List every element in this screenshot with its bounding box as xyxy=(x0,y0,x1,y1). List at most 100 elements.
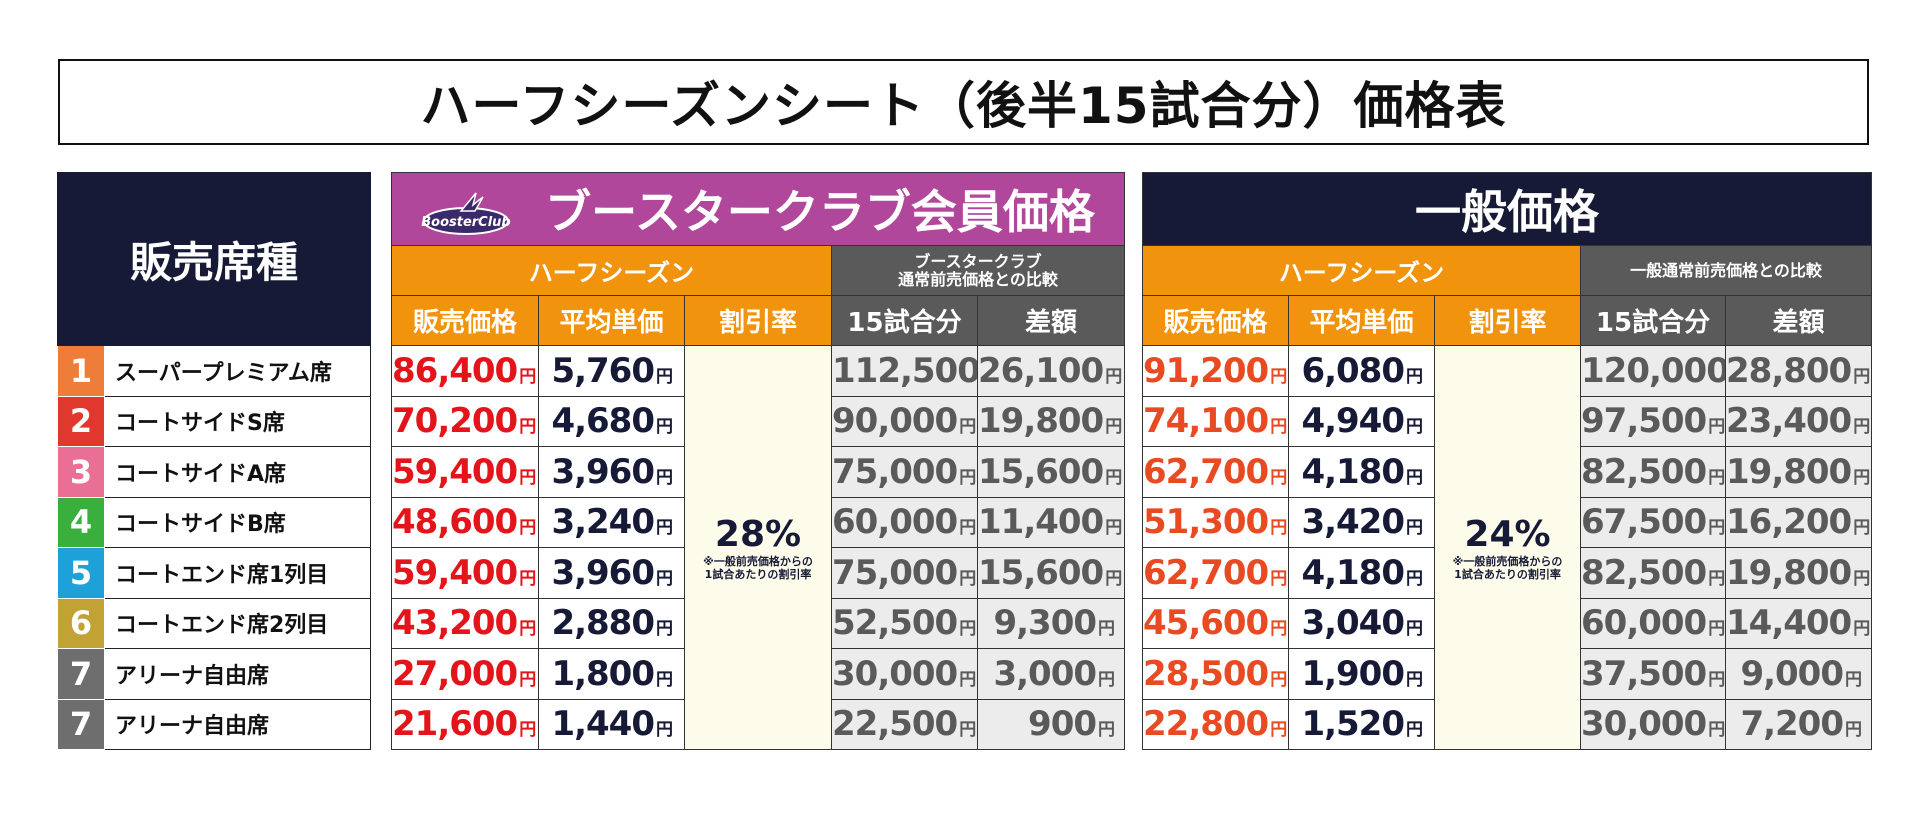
yen-unit: 円 xyxy=(1098,669,1115,690)
average-price-value: 4,180 xyxy=(1301,552,1405,593)
sale-price: 62,700 円 xyxy=(1142,547,1289,599)
price-difference: 15,600 円 xyxy=(976,446,1126,498)
yen-unit: 円 xyxy=(1270,518,1287,539)
fifteen-game-price: 60,000 円 xyxy=(1580,597,1726,649)
yen-unit: 円 xyxy=(656,417,673,438)
price-difference: 19,800 円 xyxy=(1725,446,1872,498)
fifteen-game-price: 30,000 円 xyxy=(1580,698,1726,750)
fifteen-game-price: 90,000 円 xyxy=(831,395,978,447)
sale-price-value: 86,400 xyxy=(392,350,519,391)
fifteen-game-price-value: 60,000 xyxy=(832,502,959,543)
price-difference-value: 19,800 xyxy=(1726,451,1853,492)
seat-row: 7 アリーナ自由席 xyxy=(57,698,372,750)
average-price-value: 1,520 xyxy=(1301,704,1405,745)
fifteen-game-price: 75,000 円 xyxy=(831,446,978,498)
sale-price-value: 48,600 xyxy=(392,502,519,543)
price-row: 91,200 円 6,080 円 24% ※一般前売価格からの 1試合あたりの割引率 120… xyxy=(1142,345,1872,750)
general-price-table: 一般価格 ハーフシーズン 一般通常前売価格との比較 販売価格 平均単価 割引率 … xyxy=(1142,172,1872,750)
average-price-value: 4,940 xyxy=(1301,401,1405,442)
yen-unit: 円 xyxy=(1270,720,1287,741)
yen-unit: 円 xyxy=(1270,619,1287,640)
average-price: 5,760 円 xyxy=(538,345,685,397)
price-row: 28,500 円 1,900 円 37,500 円 9,000 円 xyxy=(1142,648,1872,700)
page-title: ハーフシーズンシート（後半15試合分）価格表 xyxy=(420,77,1507,135)
price-difference-value: 7,200 xyxy=(1740,704,1844,745)
yen-unit: 円 xyxy=(1406,518,1423,539)
fifteen-game-price-value: 22,500 xyxy=(832,704,959,745)
average-price-value: 3,240 xyxy=(551,502,655,543)
price-difference-value: 3,000 xyxy=(993,653,1097,694)
price-difference: 7,200 円 xyxy=(1725,698,1872,750)
average-price: 3,960 円 xyxy=(538,446,685,498)
sale-price: 59,400 円 xyxy=(391,446,539,498)
yen-unit: 円 xyxy=(1845,669,1862,690)
yen-unit: 円 xyxy=(1270,366,1287,387)
seat-name: コートサイドS席 xyxy=(104,395,372,447)
average-price-value: 1,440 xyxy=(551,704,655,745)
yen-unit: 円 xyxy=(959,669,976,690)
average-price-value: 3,960 xyxy=(551,552,655,593)
average-price-value: 2,880 xyxy=(551,603,655,644)
yen-unit: 円 xyxy=(1708,467,1725,488)
fifteen-game-price-value: 67,500 xyxy=(1581,502,1708,543)
price-difference: 19,800 円 xyxy=(1725,547,1872,599)
price-difference: 15,600 円 xyxy=(976,547,1126,599)
price-difference-value: 26,100 xyxy=(978,350,1105,391)
yen-unit: 円 xyxy=(519,568,536,589)
sale-price-value: 59,400 xyxy=(392,451,519,492)
member-col-diff: 差額 xyxy=(976,295,1126,346)
price-difference-value: 19,800 xyxy=(1726,552,1853,593)
yen-unit: 円 xyxy=(519,619,536,640)
price-row: 62,700 円 4,180 円 82,500 円 19,800 円 xyxy=(1142,547,1872,599)
sale-price-value: 51,300 xyxy=(1143,502,1270,543)
average-price: 4,180 円 xyxy=(1288,446,1435,498)
yen-unit: 円 xyxy=(1845,720,1862,741)
yen-unit: 円 xyxy=(1406,568,1423,589)
seat-type-table: 販売席種 1 スーパープレミアム席 2 コートサイドS席 3 コートサイドA席 4 コートサイ… xyxy=(56,172,372,750)
seat-name: コートエンド席2列目 xyxy=(104,597,372,649)
sale-price-value: 45,600 xyxy=(1143,603,1270,644)
sale-price: 45,600 円 xyxy=(1142,597,1289,649)
seat-number-badge: 6 xyxy=(57,597,105,649)
seat-number-badge: 3 xyxy=(57,446,105,498)
sale-price-value: 43,200 xyxy=(392,603,519,644)
general-col-diff: 差額 xyxy=(1725,295,1872,346)
seat-row: 2 コートサイドS席 xyxy=(57,395,372,447)
sale-price-value: 70,200 xyxy=(392,401,519,442)
sale-price: 22,800 円 xyxy=(1142,698,1289,750)
average-price: 3,240 円 xyxy=(538,496,685,548)
discount-rate: 28% xyxy=(714,514,802,555)
fifteen-game-price: 82,500 円 xyxy=(1580,547,1726,599)
price-difference-value: 11,400 xyxy=(978,502,1105,543)
sale-price-value: 62,700 xyxy=(1143,552,1270,593)
price-row: 48,600 円 3,240 円 60,000 円 11,400 円 xyxy=(391,496,1126,548)
average-price-value: 4,680 xyxy=(551,401,655,442)
price-difference: 11,400 円 xyxy=(976,496,1126,548)
yen-unit: 円 xyxy=(656,467,673,488)
yen-unit: 円 xyxy=(959,619,976,640)
yen-unit: 円 xyxy=(1406,366,1423,387)
yen-unit: 円 xyxy=(1708,518,1725,539)
discount-note: ※一般前売価格からの 1試合あたりの割引率 xyxy=(1452,555,1563,581)
general-price-header: 一般価格 xyxy=(1142,172,1872,246)
fifteen-game-price-value: 52,500 xyxy=(832,603,959,644)
price-difference: 19,800 円 xyxy=(976,395,1126,447)
fifteen-game-price-value: 75,000 xyxy=(832,451,959,492)
fifteen-game-price-value: 82,500 xyxy=(1581,552,1708,593)
yen-unit: 円 xyxy=(656,366,673,387)
member-half-season-label: ハーフシーズン xyxy=(391,245,832,296)
sale-price: 62,700 円 xyxy=(1142,446,1289,498)
member-col-price: 販売価格 xyxy=(391,295,539,346)
average-price-value: 1,800 xyxy=(551,653,655,694)
yen-unit: 円 xyxy=(959,467,976,488)
price-difference: 23,400 円 xyxy=(1725,395,1872,447)
yen-unit: 円 xyxy=(1406,720,1423,741)
sale-price: 70,200 円 xyxy=(391,395,539,447)
discount-note: ※一般前売価格からの 1試合あたりの割引率 xyxy=(703,555,813,581)
price-difference: 9,000 円 xyxy=(1725,648,1872,700)
average-price-value: 3,420 xyxy=(1301,502,1405,543)
yen-unit: 円 xyxy=(1853,619,1870,640)
seat-name: スーパープレミアム席 xyxy=(104,345,372,397)
seat-number-badge: 2 xyxy=(57,395,105,447)
